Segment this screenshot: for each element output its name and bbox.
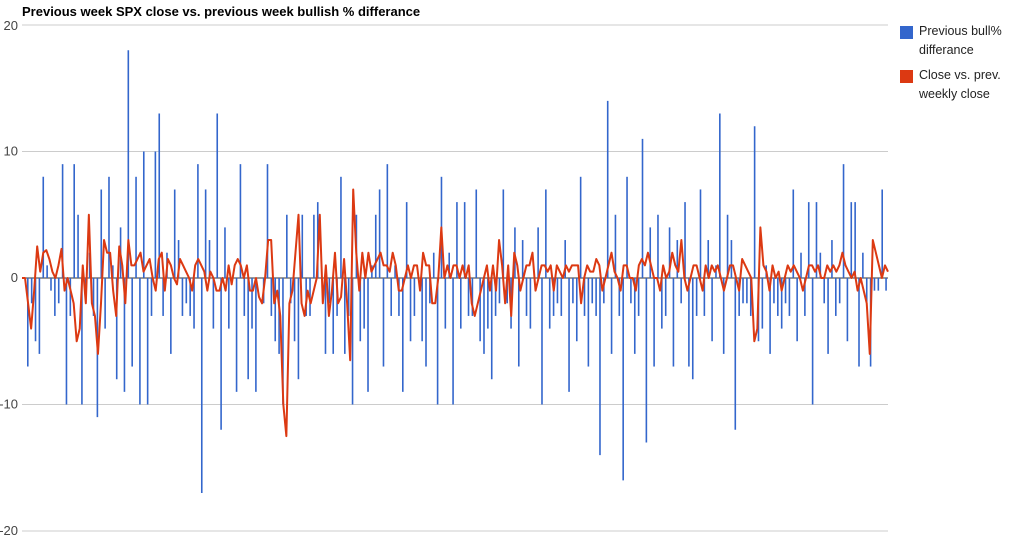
bar-series (26, 50, 887, 494)
y-tick-label: 10 (4, 144, 18, 159)
legend-swatch-blue (900, 26, 913, 39)
legend-item-close-vs-prev[interactable]: Close vs. prev. weekly close (900, 66, 1020, 104)
series-line (22, 188, 889, 438)
chart-title: Previous week SPX close vs. previous wee… (22, 4, 421, 19)
y-axis-labels: 20 10 0 -10 -20 (0, 18, 18, 537)
legend-swatch-red (900, 70, 913, 83)
legend: Previous bull% differance Close vs. prev… (900, 22, 1020, 110)
legend-item-bull-difference[interactable]: Previous bull% differance (900, 22, 1020, 60)
legend-label: Close vs. prev. weekly close (919, 68, 1001, 101)
y-tick-label: -20 (0, 523, 18, 537)
y-tick-label: 0 (11, 270, 18, 285)
legend-label: Previous bull% differance (919, 24, 1002, 57)
line-series (22, 188, 889, 438)
y-tick-label: 20 (4, 18, 18, 33)
y-tick-label: -10 (0, 397, 18, 412)
